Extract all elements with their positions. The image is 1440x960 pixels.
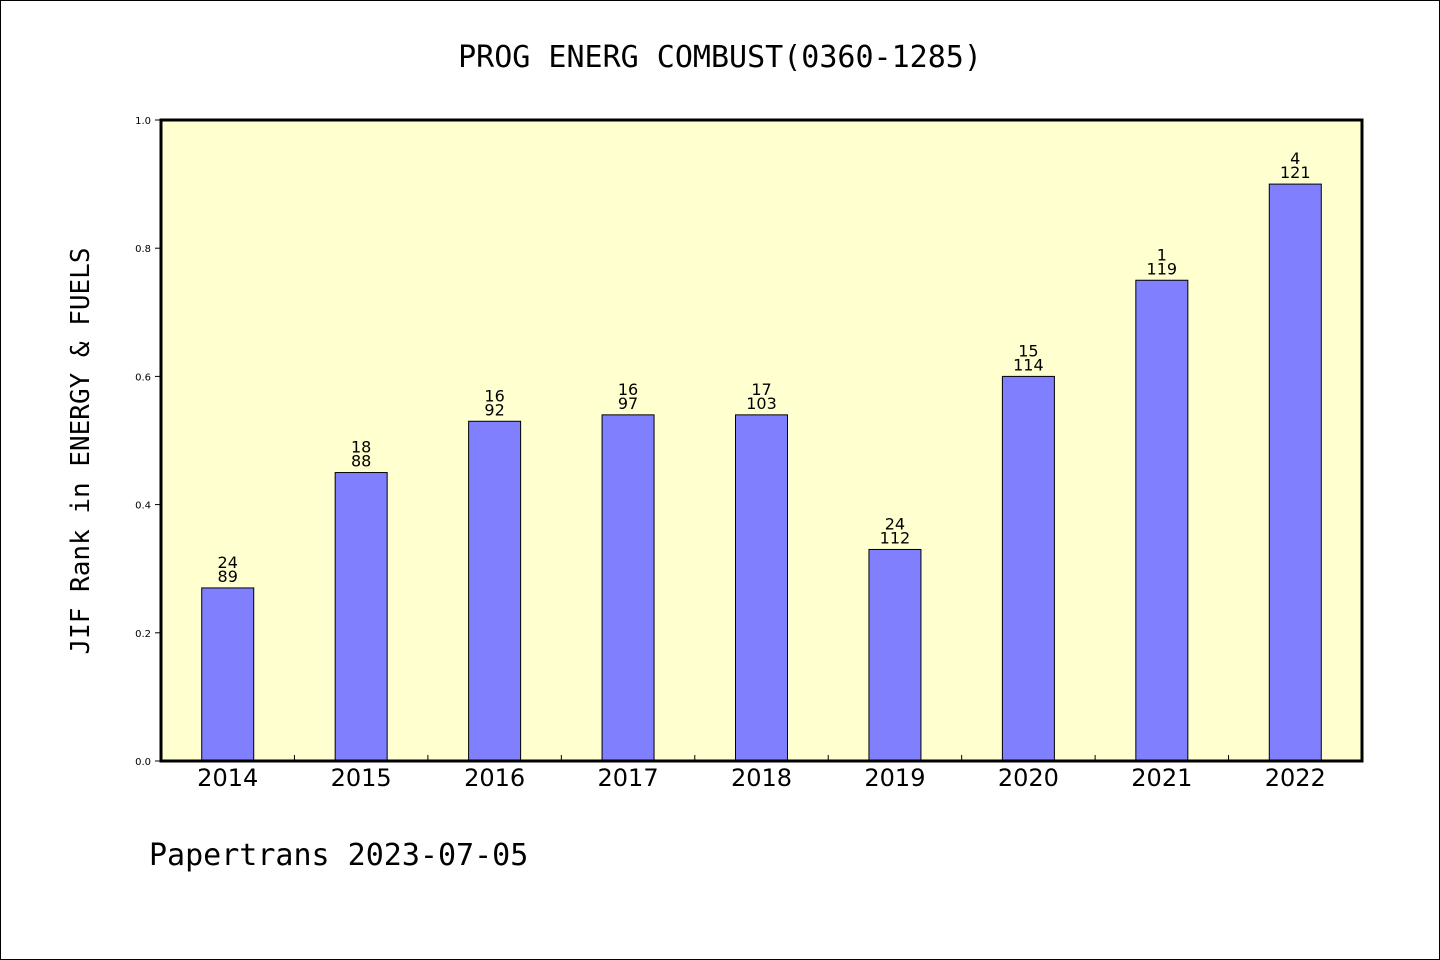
bar bbox=[1135, 279, 1189, 762]
bar-total-label: 121 bbox=[1280, 163, 1311, 182]
bar-rank-label: 15 bbox=[1018, 341, 1038, 360]
x-tick-label: 2019 bbox=[864, 764, 925, 792]
bar-total-label: 119 bbox=[1147, 259, 1178, 278]
x-tick-label: 2014 bbox=[197, 764, 258, 792]
bar-rank-label: 17 bbox=[751, 380, 771, 399]
bar bbox=[868, 548, 922, 762]
x-tick-label: 2015 bbox=[331, 764, 392, 792]
bar-total-label: 103 bbox=[746, 394, 777, 413]
x-tick-label: 2021 bbox=[1131, 764, 1192, 792]
bar-total-label: 89 bbox=[218, 567, 238, 586]
bar bbox=[201, 587, 255, 762]
bar-total-label: 92 bbox=[484, 400, 504, 419]
x-tick-label: 2020 bbox=[998, 764, 1059, 792]
bar-total-label: 97 bbox=[618, 394, 638, 413]
y-tick-label: 0.0 bbox=[135, 757, 151, 768]
y-tick-label: 0.6 bbox=[135, 372, 151, 383]
bar-total-label: 88 bbox=[351, 452, 371, 471]
bar-rank-label: 1 bbox=[1157, 245, 1167, 264]
bar bbox=[601, 414, 655, 762]
y-tick-label: 0.4 bbox=[135, 501, 151, 512]
bar-rank-label: 16 bbox=[484, 386, 504, 405]
bar bbox=[1268, 183, 1322, 762]
y-tick-label: 0.8 bbox=[135, 244, 151, 255]
footer-credit: Papertrans 2023-07-05 bbox=[149, 838, 528, 873]
bar-rank-label: 4 bbox=[1290, 149, 1300, 168]
y-tick-label: 0.2 bbox=[135, 629, 151, 640]
bar bbox=[468, 420, 522, 762]
x-tick-label: 2017 bbox=[598, 764, 659, 792]
plot-border bbox=[159, 118, 1364, 763]
bar-rank-label: 16 bbox=[618, 380, 638, 399]
bar-total-label: 112 bbox=[880, 528, 911, 547]
plot-area: 0.00.20.40.60.81.02489201418882015169220… bbox=[135, 116, 1364, 792]
bar-rank-label: 24 bbox=[885, 514, 905, 533]
y-axis-label: JIF Rank in ENERGY & FUELS bbox=[66, 248, 96, 655]
x-tick-label: 2018 bbox=[731, 764, 792, 792]
bar-rank-label: 24 bbox=[218, 553, 238, 572]
x-tick-label: 2016 bbox=[464, 764, 525, 792]
x-tick-label: 2022 bbox=[1265, 764, 1326, 792]
y-tick-label: 1.0 bbox=[135, 116, 151, 127]
bar bbox=[1001, 375, 1055, 762]
bar-rank-label: 18 bbox=[351, 438, 371, 457]
bar bbox=[735, 414, 788, 762]
bar-total-label: 114 bbox=[1013, 355, 1044, 374]
bar bbox=[334, 472, 388, 762]
chart-title: PROG ENERG COMBUST(0360-1285) bbox=[458, 40, 982, 75]
